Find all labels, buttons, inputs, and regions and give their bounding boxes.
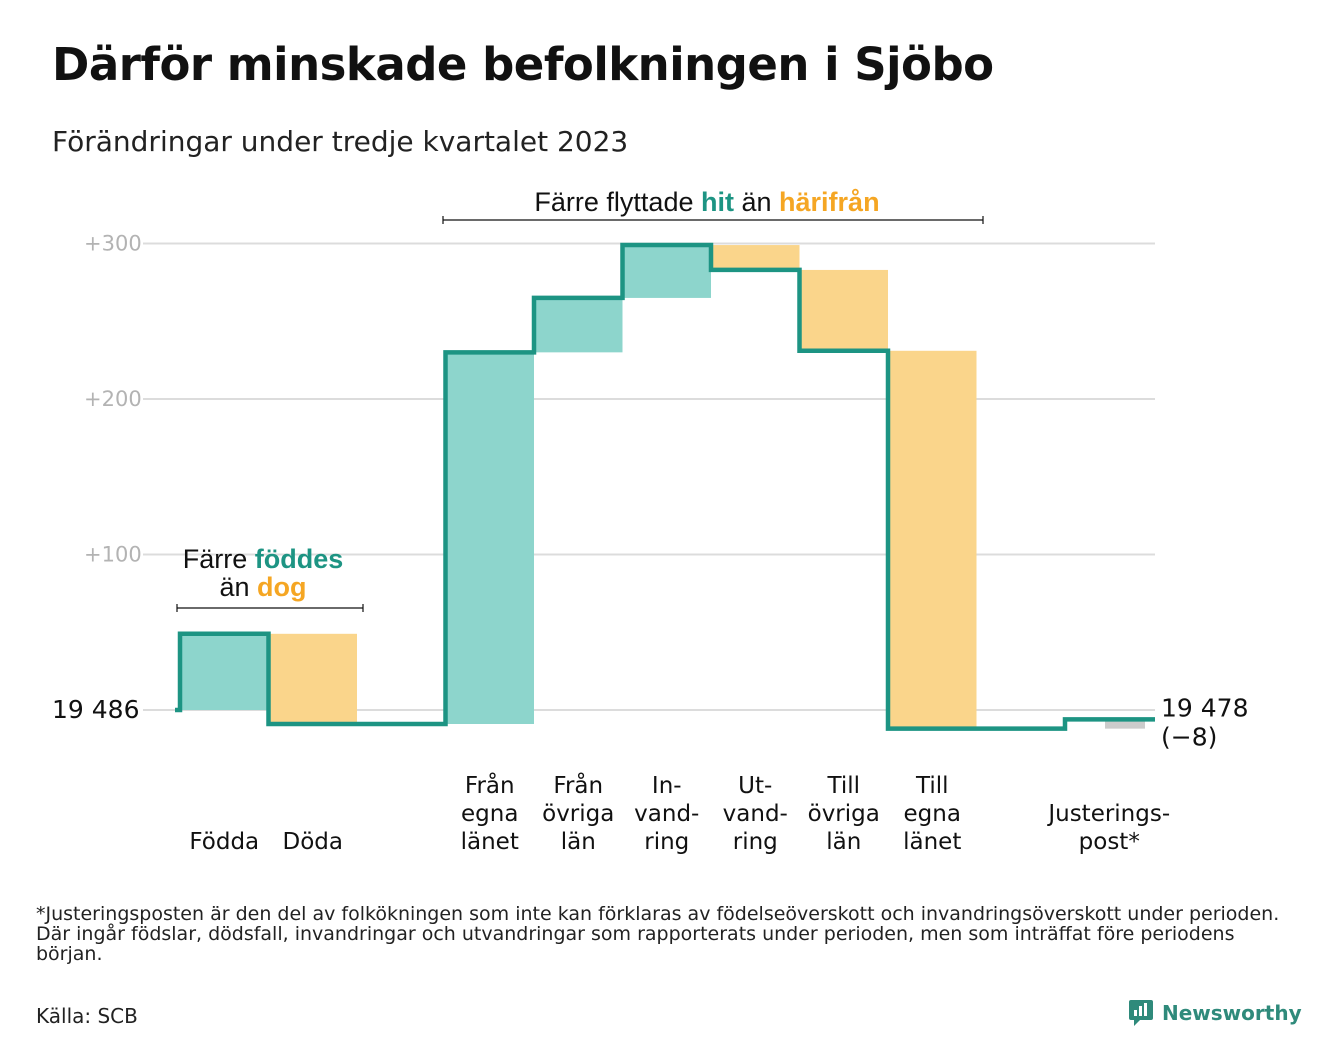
category-label: Döda (283, 829, 343, 855)
births-annotation-line2: än dog (219, 572, 306, 602)
bar (534, 297, 623, 353)
category-label: In- (652, 773, 682, 799)
brand-name: Newsworthy (1162, 1001, 1302, 1025)
births-annotation-line1-part: Färre (183, 544, 255, 574)
bar (888, 350, 977, 729)
migration-annotation: Färre flyttade hit än härifrån (534, 187, 879, 217)
bar (622, 245, 711, 298)
category-label: ring (644, 829, 689, 855)
y-tick-label: +100 (84, 543, 142, 567)
category-label: län (826, 829, 861, 855)
bar (711, 245, 800, 270)
bar (445, 352, 534, 724)
footnote: *Justeringsposten är den del av folkökni… (36, 903, 1280, 965)
category-label: Ut- (738, 773, 772, 799)
category-label: länet (903, 829, 961, 855)
category-label: post* (1079, 829, 1140, 855)
category-label: Till (915, 773, 949, 799)
brand: Newsworthy (1128, 998, 1302, 1028)
migration-annotation-part: hit (701, 187, 734, 217)
cumulative-line (175, 242, 1155, 731)
births-annotation-line2-part: än (219, 572, 257, 602)
category-label: övriga (808, 801, 880, 827)
bar (268, 633, 357, 724)
cumulative-line-path (175, 242, 1155, 731)
category-label: Från (465, 771, 515, 799)
migration-annotation-part: än (734, 187, 779, 217)
category-label: ring (733, 829, 778, 855)
start-value-label: 19 486 (52, 695, 139, 724)
category-label: länet (461, 829, 519, 855)
end-change-label: (−8) (1161, 722, 1217, 751)
newsworthy-logo-icon (1129, 1000, 1153, 1026)
category-label: vand- (634, 801, 699, 827)
bar (799, 269, 888, 351)
end-value-label: 19 478 (1161, 693, 1248, 722)
y-tick-label: +300 (84, 232, 142, 256)
category-label: egna (461, 801, 518, 827)
category-label: Födda (189, 829, 259, 855)
category-label: egna (904, 801, 961, 827)
category-label: vand- (723, 801, 788, 827)
chart-title: Därför minskade befolkningen i Sjöbo (52, 38, 994, 91)
category-label: Justerings- (1046, 801, 1170, 827)
bars (180, 245, 1145, 729)
migration-annotation-part: härifrån (779, 187, 880, 217)
category-label: Från (553, 771, 603, 799)
migration-annotation-part: Färre flyttade (534, 187, 701, 217)
source-note: Källa: SCB (36, 1004, 138, 1028)
category-label: län (561, 829, 596, 855)
y-tick-label: +200 (84, 387, 142, 411)
bar (1105, 719, 1145, 729)
chart-subtitle: Förändringar under tredje kvartalet 2023 (52, 125, 629, 158)
births-annotation-line1-part: föddes (255, 544, 344, 574)
bar (180, 633, 269, 710)
births-annotation-line1: Färre föddes (183, 544, 344, 574)
category-label: övriga (542, 801, 614, 827)
births-annotation-line2-part: dog (257, 572, 306, 602)
category-label: Till (826, 773, 860, 799)
